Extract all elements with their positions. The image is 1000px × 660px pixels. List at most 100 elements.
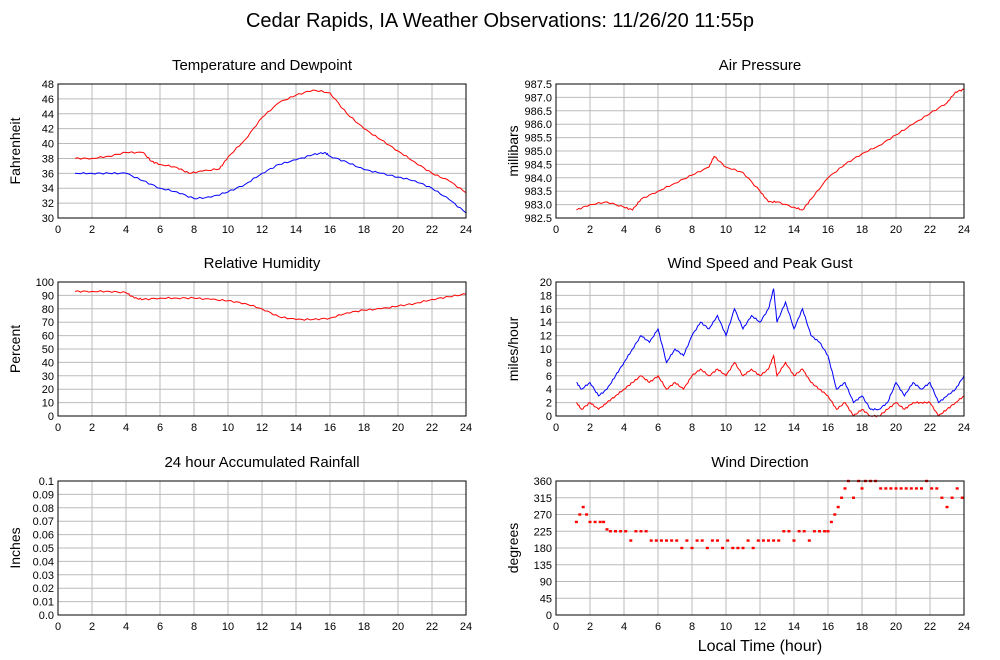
- x-tick-label: 22: [426, 422, 438, 434]
- x-tick-label: 10: [720, 621, 732, 633]
- y-tick-label: 100: [36, 277, 54, 289]
- y-tick-label: 10: [540, 344, 552, 356]
- scatter-point: [797, 530, 801, 533]
- scatter-point: [710, 539, 714, 542]
- scatter-point: [904, 487, 908, 490]
- y-tick-label: 985.5: [524, 133, 552, 145]
- y-tick-label: 16: [540, 304, 552, 316]
- y-axis-label: Fahrenheit: [7, 117, 23, 184]
- scatter-point: [588, 520, 592, 524]
- scatter-point: [756, 539, 760, 542]
- scatter-point: [680, 546, 684, 550]
- y-tick-label: 40: [42, 139, 54, 151]
- x-tick-label: 4: [123, 422, 129, 434]
- scatter-point: [950, 496, 954, 499]
- scatter-point: [879, 487, 883, 490]
- x-tick-label: 0: [553, 621, 559, 633]
- plot-frame: [57, 480, 467, 616]
- series-line-1: [74, 151, 467, 214]
- scatter-point: [581, 505, 585, 509]
- scatter-point: [644, 530, 648, 533]
- y-tick-label: 984.0: [524, 173, 552, 185]
- y-tick-label: 40: [42, 357, 54, 369]
- y-tick-label: 90: [42, 290, 54, 302]
- y-tick-label: 42: [42, 124, 54, 136]
- x-tick-label: 2: [587, 224, 593, 236]
- scatter-point: [836, 505, 840, 509]
- y-tick-label: 50: [42, 344, 54, 356]
- scatter-point: [955, 487, 959, 490]
- scatter-point: [802, 530, 806, 533]
- plot-frame: [57, 281, 467, 417]
- page-title: Cedar Rapids, IA Weather Observations: 1…: [246, 10, 754, 32]
- x-tick-label: 24: [460, 224, 472, 236]
- y-tick-label: 12: [540, 331, 552, 343]
- scatter-point: [777, 539, 781, 542]
- scatter-point: [649, 539, 653, 542]
- scatter-point: [685, 539, 689, 542]
- scatter-point: [812, 530, 816, 533]
- y-tick-label: 30: [42, 213, 54, 225]
- scatter-point: [675, 539, 679, 542]
- scatter-point: [860, 487, 864, 490]
- x-tick-label: 6: [655, 224, 661, 236]
- x-tick-label: 24: [958, 621, 970, 633]
- x-tick-label: 2: [89, 621, 95, 633]
- x-tick-label: 16: [324, 422, 336, 434]
- y-tick-label: 0: [546, 610, 552, 622]
- y-tick-label: 80: [42, 304, 54, 316]
- scatter-point: [920, 487, 923, 490]
- scatter-point: [624, 530, 628, 533]
- y-tick-label: 8: [546, 357, 552, 369]
- x-tick-label: 24: [460, 422, 472, 434]
- y-tick-label: 18: [540, 290, 552, 302]
- y-tick-label: 36: [42, 168, 54, 180]
- scatter-point: [731, 546, 735, 550]
- y-tick-label: 0.08: [33, 503, 54, 515]
- x-tick-label: 14: [290, 422, 302, 434]
- x-tick-label: 10: [720, 224, 732, 236]
- scatter-point: [782, 530, 786, 533]
- scatter-point: [787, 530, 791, 533]
- scatter-point: [736, 546, 740, 550]
- chart-title: Wind Direction: [711, 454, 809, 471]
- scatter-point: [574, 520, 578, 524]
- x-tick-label: 6: [655, 422, 661, 434]
- scatter-point: [705, 546, 709, 550]
- scatter-point: [843, 487, 847, 490]
- y-tick-label: 0: [546, 411, 552, 423]
- scatter-point: [960, 496, 964, 499]
- scatter-point: [598, 520, 602, 524]
- x-tick-label: 4: [123, 224, 129, 236]
- y-tick-label: 987.0: [524, 92, 552, 104]
- scatter-point: [721, 546, 725, 550]
- y-axis-label: miles/hour: [505, 316, 521, 381]
- y-tick-label: 270: [534, 510, 552, 522]
- scatter-point: [807, 539, 811, 542]
- x-tick-label: 12: [754, 224, 766, 236]
- y-tick-label: 44: [42, 109, 54, 121]
- x-tick-label: 2: [587, 422, 593, 434]
- y-tick-label: 6: [546, 371, 552, 383]
- y-tick-label: 4: [546, 384, 552, 396]
- y-tick-label: 315: [534, 493, 552, 505]
- x-tick-label: 4: [621, 621, 627, 633]
- y-tick-label: 46: [42, 94, 54, 106]
- series-line-0: [576, 288, 965, 411]
- panel-wind-speed: 0 2 4 6 8 10 12 14 16 18 20 22 2402468101214161820Wi…: [505, 255, 970, 434]
- x-tick-label: 14: [788, 422, 800, 434]
- x-tick-label: 6: [655, 621, 661, 633]
- plot-frame: [555, 281, 965, 417]
- scatter-point: [792, 539, 796, 542]
- scatter-point: [852, 496, 855, 499]
- y-tick-label: 135: [534, 560, 552, 572]
- x-tick-label: 18: [856, 422, 868, 434]
- x-tick-label: 10: [222, 224, 234, 236]
- y-tick-label: 0.02: [33, 583, 54, 595]
- y-axis-label: Inches: [7, 527, 23, 568]
- scatter-point: [593, 520, 597, 524]
- x-tick-label: 16: [324, 621, 336, 633]
- x-tick-label: 8: [689, 224, 695, 236]
- scatter-point: [899, 487, 903, 490]
